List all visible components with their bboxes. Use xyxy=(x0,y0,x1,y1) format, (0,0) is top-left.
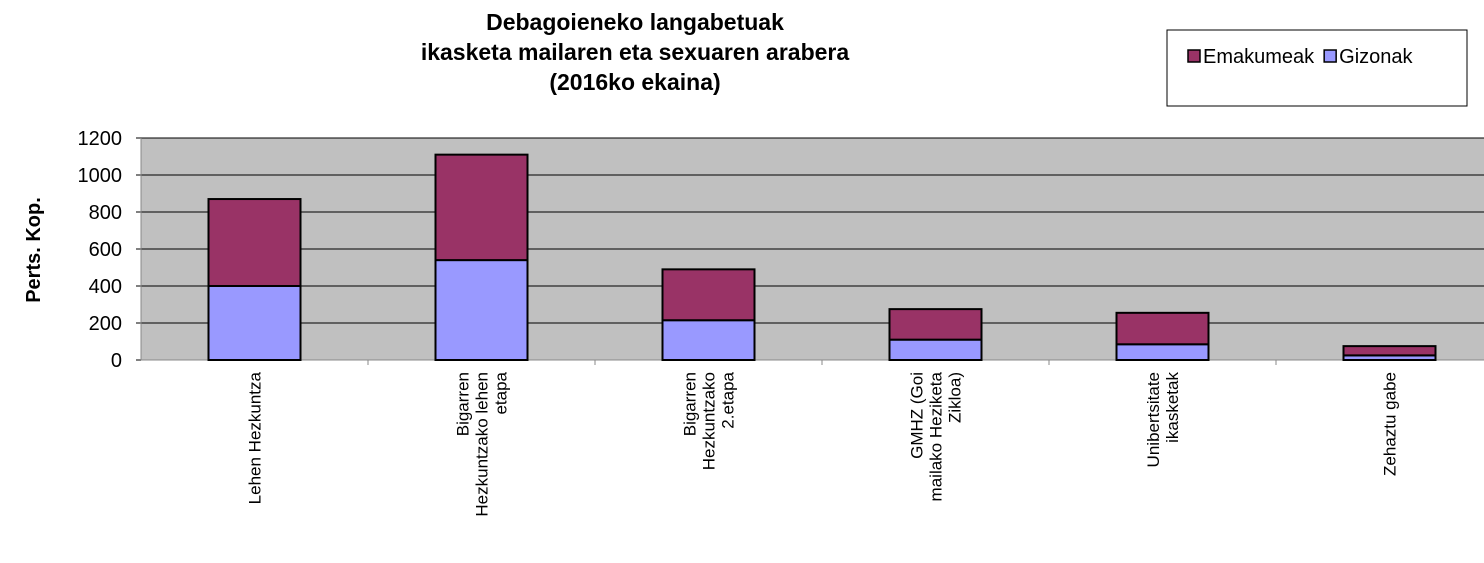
y-tick-label: 200 xyxy=(89,313,122,335)
chart-title: ikasketa mailaren eta sexuaren arabera xyxy=(421,39,850,65)
bar-segment xyxy=(1342,345,1437,357)
x-tick-label: Unibertsitateikasketak xyxy=(1144,372,1182,468)
bar-segment xyxy=(888,308,983,341)
x-tick-label: Zehaztu gabe xyxy=(1381,372,1400,476)
bar-segment xyxy=(888,338,983,361)
legend-box xyxy=(1166,29,1468,107)
chart-title: (2016ko ekaina) xyxy=(549,69,720,95)
bar-segment xyxy=(207,198,302,287)
legend-label: Emakumeak xyxy=(1203,46,1315,68)
x-tick-label: Lehen Hezkuntza xyxy=(246,371,265,504)
bar-segment xyxy=(434,153,529,262)
x-tick-label: BigarrenHezkuntzako2.etapa xyxy=(681,371,738,470)
y-axis-title: Perts. Kop. xyxy=(23,197,45,303)
bar-segment xyxy=(1115,311,1210,346)
bar-segment xyxy=(207,285,302,361)
chart-title: Debagoieneko langabetuak xyxy=(486,9,784,35)
legend-swatch xyxy=(1323,49,1337,63)
legend-label: Gizonak xyxy=(1339,46,1413,68)
legend-swatch xyxy=(1187,49,1201,63)
y-tick-label: 1200 xyxy=(78,128,123,150)
bar-segment xyxy=(661,319,756,362)
y-tick-label: 800 xyxy=(89,202,122,224)
bar-segment xyxy=(661,268,756,322)
y-tick-label: 600 xyxy=(89,239,122,261)
x-tick-label: BigarrenHezkuntzako lehenetapa xyxy=(454,371,511,516)
y-tick-label: 1000 xyxy=(78,165,123,187)
y-tick-label: 0 xyxy=(111,350,122,372)
bar-segment xyxy=(434,259,529,362)
y-tick-label: 400 xyxy=(89,276,122,298)
bar-segment xyxy=(1115,343,1210,361)
x-tick-label: GMHZ (Goimailako HeziketaZikloa) xyxy=(908,371,965,501)
